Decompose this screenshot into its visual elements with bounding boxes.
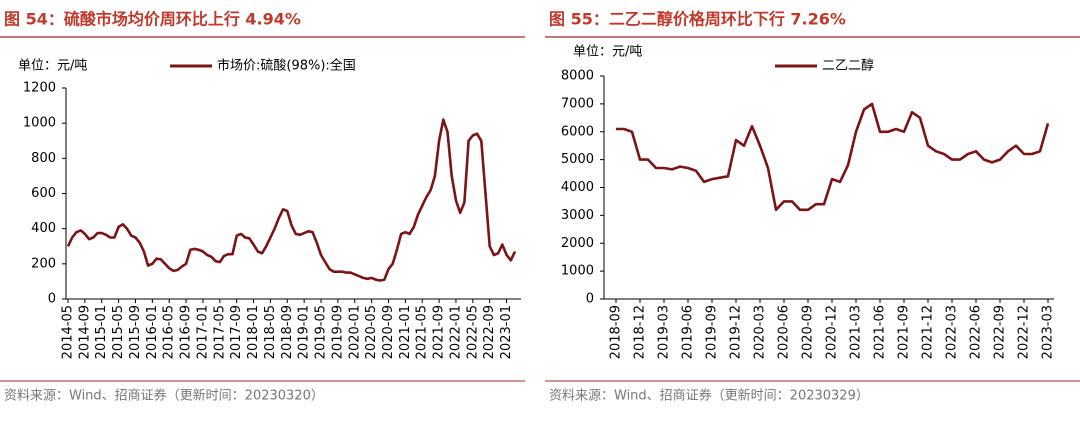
x-tick-label: 2015-01 xyxy=(94,305,109,359)
y-tick-label: 7000 xyxy=(561,96,594,111)
y-tick-label: 5000 xyxy=(561,152,594,167)
x-tick-label: 2022-05 xyxy=(465,305,480,359)
x-tick-label: 2019-01 xyxy=(297,305,312,359)
line-series xyxy=(616,102,1050,212)
x-tick-label: 2019-05 xyxy=(314,305,329,359)
y-tick-label: 0 xyxy=(586,292,594,307)
x-tick-label: 2016-05 xyxy=(162,305,177,359)
y-tick-label: 1200 xyxy=(23,81,56,96)
source-note: 资料来源：Wind、招商证券（更新时间：20230320） xyxy=(4,388,324,404)
x-tick-label: 2014-09 xyxy=(77,305,92,359)
x-tick-label: 2019-06 xyxy=(681,305,696,359)
x-tick-label: 2018-12 xyxy=(633,305,648,359)
y-tick-label: 4000 xyxy=(561,180,594,195)
unit-label: 单位：元/吨 xyxy=(573,45,642,60)
y-tick-label: 200 xyxy=(31,256,56,271)
y-tick-label: 3000 xyxy=(561,208,594,223)
x-tick-label: 2015-09 xyxy=(128,305,143,359)
x-tick-label: 2020-01 xyxy=(347,305,362,359)
x-tick-label: 2022-09 xyxy=(993,305,1008,359)
chart-title: 图 54：硫酸市场均价周环比上行 4.94% xyxy=(4,10,301,29)
x-tick-label: 2019-03 xyxy=(657,305,672,359)
x-tick-label: 2021-01 xyxy=(398,305,413,359)
x-tick-label: 2020-09 xyxy=(381,305,396,359)
x-tick-label: 2016-09 xyxy=(179,305,194,359)
x-tick-label: 2017-09 xyxy=(229,305,244,359)
x-tick-label: 2017-05 xyxy=(212,305,227,359)
x-tick-label: 2021-05 xyxy=(415,305,430,359)
y-tick-label: 8000 xyxy=(561,69,594,84)
x-tick-label: 2023-01 xyxy=(499,305,514,359)
x-tick-label: 2020-09 xyxy=(801,305,816,359)
x-tick-label: 2018-09 xyxy=(609,305,624,359)
y-tick-label: 400 xyxy=(31,221,56,236)
x-tick-label: 2015-05 xyxy=(111,305,126,359)
y-tick-label: 2000 xyxy=(561,236,594,251)
source-note: 资料来源：Wind、招商证券（更新时间：20230329） xyxy=(549,388,869,404)
x-tick-label: 2020-12 xyxy=(825,305,840,359)
y-tick-label: 600 xyxy=(31,186,56,201)
x-tick-label: 2021-09 xyxy=(432,305,447,359)
y-tick-label: 0 xyxy=(48,292,56,307)
x-tick-label: 2022-01 xyxy=(448,305,463,359)
x-tick-label: 2022-12 xyxy=(1017,305,1032,359)
x-tick-label: 2016-01 xyxy=(145,305,160,359)
y-tick-label: 1000 xyxy=(561,264,594,279)
x-tick-label: 2022-03 xyxy=(945,305,960,359)
legend-label: 市场价:硫酸(98%):全国 xyxy=(217,58,356,74)
x-tick-label: 2021-03 xyxy=(849,305,864,359)
x-tick-label: 2018-09 xyxy=(280,305,295,359)
chart-title: 图 55：二乙二醇价格周环比下行 7.26% xyxy=(549,10,846,29)
x-tick-label: 2022-09 xyxy=(482,305,497,359)
y-tick-label: 1000 xyxy=(23,116,56,131)
unit-label: 单位：元/吨 xyxy=(18,59,87,74)
x-tick-label: 2014-05 xyxy=(61,305,76,359)
y-tick-label: 800 xyxy=(31,151,56,166)
x-tick-label: 2019-09 xyxy=(330,305,345,359)
x-tick-label: 2021-09 xyxy=(897,305,912,359)
legend-label: 二乙二醇 xyxy=(822,58,874,74)
x-tick-label: 2020-05 xyxy=(364,305,379,359)
x-tick-label: 2019-09 xyxy=(705,305,720,359)
x-tick-label: 2017-01 xyxy=(195,305,210,359)
x-tick-label: 2021-12 xyxy=(921,305,936,359)
x-tick-label: 2022-06 xyxy=(969,305,984,359)
x-tick-label: 2021-06 xyxy=(873,305,888,359)
x-tick-label: 2018-01 xyxy=(246,305,261,359)
y-tick-label: 6000 xyxy=(561,124,594,139)
x-tick-label: 2019-12 xyxy=(729,305,744,359)
x-tick-label: 2020-03 xyxy=(753,305,768,359)
x-tick-label: 2018-05 xyxy=(263,305,278,359)
line-series xyxy=(66,118,517,282)
x-tick-label: 2023-03 xyxy=(1041,305,1056,359)
x-tick-label: 2020-06 xyxy=(777,305,792,359)
